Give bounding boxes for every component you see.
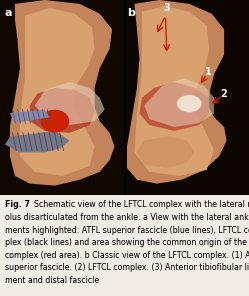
Text: 1: 1	[204, 67, 211, 77]
Polygon shape	[127, 0, 227, 184]
Polygon shape	[144, 78, 214, 127]
Polygon shape	[137, 137, 194, 168]
Ellipse shape	[177, 95, 202, 112]
Bar	[124, 0, 249, 195]
Text: plex (black lines) and area showing the common origin of the LFTCL: plex (black lines) and area showing the …	[5, 238, 249, 247]
Text: 3: 3	[163, 3, 170, 13]
Circle shape	[41, 110, 68, 132]
Text: 2: 2	[221, 89, 228, 99]
Polygon shape	[30, 88, 95, 133]
Polygon shape	[10, 0, 115, 186]
Text: a: a	[5, 8, 12, 18]
Polygon shape	[134, 6, 214, 176]
Text: complex (red area). b Classic view of the LFTCL complex. (1) ATFL: complex (red area). b Classic view of th…	[5, 251, 249, 260]
Polygon shape	[35, 82, 105, 125]
Polygon shape	[5, 131, 70, 152]
Polygon shape	[10, 110, 50, 123]
Polygon shape	[20, 8, 95, 176]
Text: superior fascicle. (2) LFTCL complex. (3) Anterior tibiofibular liga-: superior fascicle. (2) LFTCL complex. (3…	[5, 263, 249, 272]
Polygon shape	[137, 137, 194, 168]
Text: ment and distal fascicle: ment and distal fascicle	[5, 276, 99, 285]
Text: ments highlighted: ATFL superior fascicle (blue lines), LFTCL com-: ments highlighted: ATFL superior fascicl…	[5, 226, 249, 234]
Text: b: b	[127, 8, 135, 18]
Text: olus disarticulated from the ankle. a View with the lateral ankle liga-: olus disarticulated from the ankle. a Vi…	[5, 213, 249, 222]
Text: Fig. 7: Fig. 7	[5, 200, 30, 209]
Text: Schematic view of the LFTCL complex with the lateral malle-: Schematic view of the LFTCL complex with…	[29, 200, 249, 209]
Polygon shape	[139, 82, 209, 131]
Bar	[0, 0, 124, 195]
